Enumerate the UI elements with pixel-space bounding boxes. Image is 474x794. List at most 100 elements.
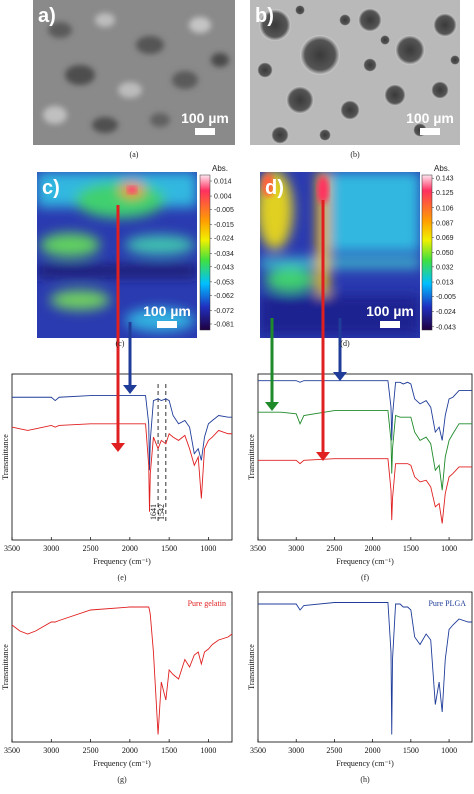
x-tick-label: 3500: [250, 746, 266, 755]
y-axis-label: Transmittance: [247, 434, 256, 480]
x-axis-label: Frequency (cm⁻¹): [336, 759, 394, 768]
caption: (g): [117, 775, 127, 784]
colorbar-tick-label: 0.069: [436, 235, 454, 242]
x-tick-label: 2000: [122, 746, 138, 755]
colorbar-tick-label: -0.043: [214, 264, 234, 271]
x-tick-label: 2500: [83, 746, 99, 755]
scale-bar-label: 100 µm: [406, 110, 454, 126]
x-tick-label: 1500: [161, 746, 177, 755]
x-tick-label: 1000: [200, 746, 216, 755]
panel-label: a): [38, 5, 56, 27]
colorbar-tick-label: -0.053: [214, 279, 234, 286]
colorbar-tick-label: -0.005: [214, 207, 234, 214]
y-axis-label: Transmittance: [247, 644, 256, 690]
colorbar-d: [421, 174, 433, 331]
spectrum-line: [258, 410, 472, 491]
x-tick-label: 2000: [365, 746, 381, 755]
panel-label: c): [42, 177, 60, 199]
colorbar-tick-label: 0.050: [436, 250, 454, 257]
spectrum-line: [11, 606, 233, 735]
colorbar-tick-label: -0.072: [214, 308, 234, 315]
x-tick-label: 3500: [250, 544, 266, 553]
panel-label: b): [255, 5, 274, 27]
plot-frame: [11, 591, 233, 743]
sem-image-b: [250, 0, 460, 145]
colorbar-title: Abs.: [434, 164, 450, 173]
scale-bar-label: 100 µm: [143, 303, 191, 319]
colorbar-tick-label: -0.081: [214, 321, 234, 328]
caption: (h): [360, 775, 370, 784]
caption: (f): [361, 573, 369, 582]
colorbar-tick-label: -0.024: [436, 309, 456, 316]
scale-bar: [420, 128, 440, 135]
arrow-head: [265, 402, 279, 411]
x-tick-label: 2500: [83, 544, 99, 553]
arrow-head: [123, 385, 137, 394]
scale-bar-label: 100 µm: [366, 303, 414, 319]
labels: a) 100 µm (a) b) 100 µm (b) c) 100 µm (c) Abs. 0.0…: [38, 5, 456, 348]
plot-frame: [11, 373, 233, 541]
scale-bar-label: 100 µm: [181, 110, 229, 126]
colorbar-tick-label: -0.024: [214, 236, 234, 243]
x-tick-label: 3000: [288, 746, 304, 755]
x-tick-label: 1500: [161, 544, 177, 553]
arrow-head: [111, 443, 125, 452]
colorbar-tick-label: 0.004: [214, 194, 232, 201]
sem-image-a: [33, 0, 235, 145]
annotation-label: 1542: [157, 504, 166, 520]
x-tick-label: 2000: [122, 544, 138, 553]
x-tick-label: 1500: [403, 544, 419, 553]
x-axis-label: Frequency (cm⁻¹): [93, 759, 151, 768]
x-tick-label: 2000: [365, 544, 381, 553]
x-axis-label: Frequency (cm⁻¹): [93, 557, 151, 566]
colorbar-tick-label: -0.043: [436, 324, 456, 331]
annotation-label: 1641: [149, 504, 158, 520]
spectrum-line: [12, 395, 232, 471]
caption: (d): [340, 339, 350, 348]
colorbar-tick-label: -0.015: [214, 222, 234, 229]
x-tick-label: 2500: [326, 544, 342, 553]
colorbar-tick-label: -0.062: [214, 293, 234, 300]
x-axis-label: Frequency (cm⁻¹): [336, 557, 394, 566]
colorbar-tick-label: 0.125: [436, 190, 454, 197]
plot-frame: [257, 373, 473, 541]
x-tick-label: 3500: [4, 746, 20, 755]
colorbar-tick-label: 0.106: [436, 205, 454, 212]
panel-label: d): [265, 177, 284, 199]
arrows: [111, 200, 347, 461]
arrow-head: [333, 372, 347, 381]
y-axis-label: Transmittance: [1, 434, 10, 480]
colorbar-title: Abs.: [212, 164, 228, 173]
scale-bar: [157, 321, 177, 328]
spectrum-line: [258, 602, 472, 735]
x-tick-label: 1000: [441, 746, 457, 755]
caption: (e): [118, 573, 127, 582]
spectrum-line: [258, 380, 472, 441]
colorbar-tick-label: -0.005: [436, 294, 456, 301]
x-tick-label: 2500: [326, 746, 342, 755]
scale-bar: [195, 128, 215, 135]
caption: (c): [116, 339, 125, 348]
spectrum-line: [11, 423, 232, 512]
spectrum-line: [258, 458, 472, 524]
spectra: 3500 3000 2500 2000 1500 1000 Frequency (cm⁻¹)…: [1, 373, 473, 784]
x-tick-label: 1000: [441, 544, 457, 553]
legend-label: Pure gelatin: [188, 599, 226, 608]
x-tick-label: 3500: [4, 544, 20, 553]
colorbar-tick-label: 0.087: [436, 220, 454, 227]
colorbar-c: [199, 174, 211, 331]
arrow-head: [316, 452, 330, 461]
colorbar-tick-label: 0.032: [436, 264, 454, 271]
colorbar-tick-label: 0.014: [214, 179, 232, 186]
legend-label: Pure PLGA: [428, 599, 466, 608]
x-tick-label: 1500: [403, 746, 419, 755]
caption: (a): [130, 150, 139, 159]
x-tick-label: 3000: [43, 746, 59, 755]
colorbar-tick-label: 0.143: [436, 176, 454, 183]
scale-bar: [380, 321, 400, 328]
x-tick-label: 1000: [200, 544, 216, 553]
colorbar-tick-label: 0.013: [436, 280, 454, 287]
caption: (b): [350, 150, 360, 159]
y-axis-label: Transmittance: [1, 644, 10, 690]
